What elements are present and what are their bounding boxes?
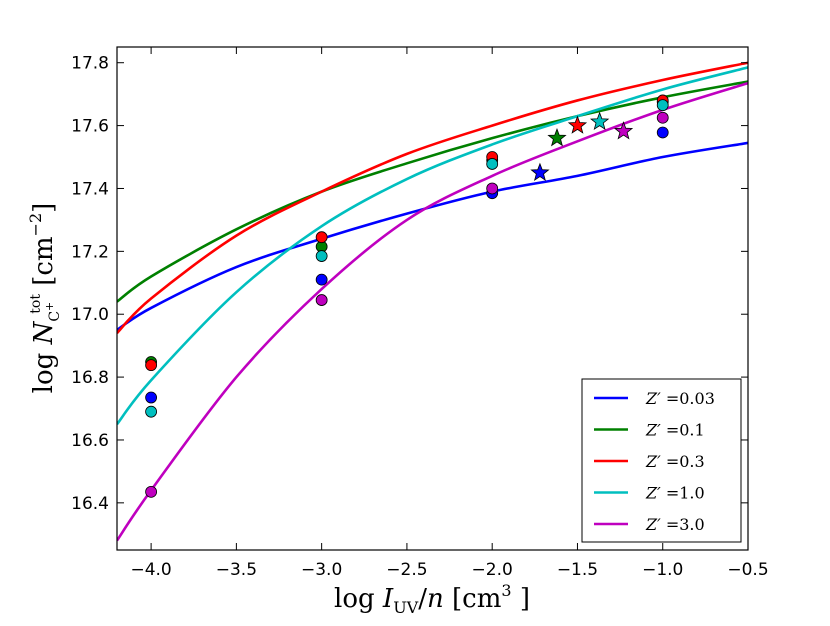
x-tick-label-7: −0.5 bbox=[727, 560, 768, 580]
x-tick-label-1: −3.5 bbox=[216, 560, 257, 580]
x-tick-label-3: −2.5 bbox=[386, 560, 427, 580]
data-point-4-3 bbox=[656, 111, 669, 124]
y-tick-label-6: 17.6 bbox=[71, 117, 109, 137]
plot-frame bbox=[116, 46, 749, 551]
y-tick-label-7: 17.8 bbox=[71, 54, 109, 74]
data-point-3-1 bbox=[315, 250, 328, 262]
star-marker-1 bbox=[547, 128, 567, 147]
legend-entries: Z′ =0.03 Z′ =0.1 Z′ =0.3 Z′ =1.0 Z′ =3.0 bbox=[594, 389, 715, 534]
y-tick-label-1: 16.6 bbox=[71, 431, 109, 451]
series-points bbox=[145, 94, 669, 498]
y-tick-label-4: 17.2 bbox=[71, 242, 109, 262]
star-marker-2 bbox=[567, 115, 588, 134]
series-line-3 bbox=[117, 66, 748, 426]
y-tick-label-0: 16.4 bbox=[71, 494, 109, 514]
axis-ticks bbox=[117, 47, 749, 550]
legend-label-4: Z′ =3.0 bbox=[645, 515, 705, 534]
data-point-0-1 bbox=[315, 273, 328, 286]
series-curves bbox=[117, 61, 748, 542]
x-tick-label-2: −3.0 bbox=[301, 560, 342, 580]
data-point-3-3 bbox=[656, 99, 669, 112]
y-tick-label-2: 16.8 bbox=[71, 368, 109, 388]
y-tick-label-5: 17.4 bbox=[71, 179, 109, 199]
series-stars bbox=[530, 111, 634, 181]
data-point-2-1 bbox=[315, 231, 328, 244]
star-marker-0 bbox=[530, 162, 550, 181]
x-tick-label-0: −4.0 bbox=[130, 560, 171, 580]
y-tick-label-3: 17.0 bbox=[71, 305, 109, 325]
series-line-2 bbox=[117, 61, 748, 334]
data-point-3-0 bbox=[145, 405, 158, 418]
data-point-4-0 bbox=[145, 485, 158, 498]
series-line-0 bbox=[117, 141, 748, 332]
legend-label-1: Z′ =0.1 bbox=[645, 421, 705, 440]
x-tick-label-6: −1.0 bbox=[642, 560, 683, 580]
legend-label-3: Z′ =1.0 bbox=[645, 484, 705, 503]
x-tick-label-5: −1.5 bbox=[557, 560, 598, 580]
legend-label-0: Z′ =0.03 bbox=[645, 389, 715, 408]
x-axis-label: log IUV/n [cm3 ] bbox=[334, 581, 530, 617]
data-point-4-1 bbox=[315, 294, 328, 306]
data-point-0-0 bbox=[145, 391, 158, 404]
data-point-2-0 bbox=[145, 359, 158, 372]
x-tick-label-4: −2.0 bbox=[472, 560, 513, 580]
series-line-4 bbox=[117, 81, 748, 542]
axis-tick-labels: −4.0 −3.5 −3.0 −2.5 −2.0 −1.5 −1.0 −0.5 16.4 16.6… bbox=[71, 54, 769, 580]
series-line-1 bbox=[117, 80, 748, 303]
data-point-0-3 bbox=[656, 126, 669, 139]
star-marker-4 bbox=[613, 121, 634, 140]
data-point-4-2 bbox=[486, 182, 499, 195]
y-axis-label: log NC+tot [cm−2] bbox=[26, 203, 63, 394]
legend-label-2: Z′ =0.3 bbox=[645, 452, 705, 471]
star-marker-3 bbox=[589, 111, 610, 131]
legend: Z′ =0.03 Z′ =0.1 Z′ =0.3 Z′ =1.0 Z′ =3.0 bbox=[581, 378, 742, 543]
data-point-3-2 bbox=[486, 158, 499, 170]
